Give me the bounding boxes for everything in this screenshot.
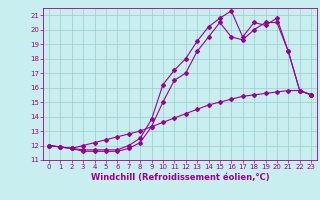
X-axis label: Windchill (Refroidissement éolien,°C): Windchill (Refroidissement éolien,°C) [91, 173, 269, 182]
